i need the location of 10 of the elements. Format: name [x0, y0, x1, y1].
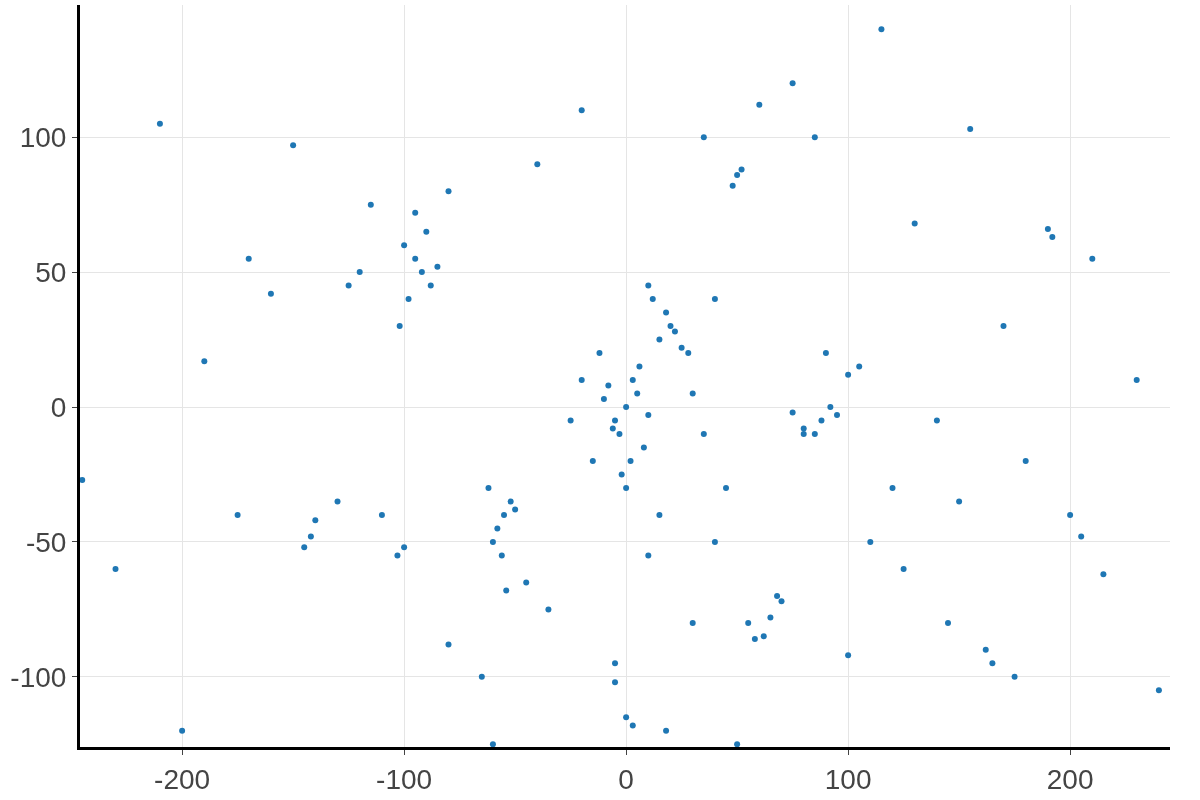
x-tick-label: 200: [1046, 763, 1094, 795]
y-tick-label: 50: [35, 256, 67, 288]
y-tick-label: -50: [25, 526, 67, 558]
x-tick-label: -200: [154, 763, 211, 795]
y-tick-label: -100: [10, 661, 67, 693]
x-tick-label: 0: [618, 763, 634, 795]
x-tick-label: -100: [376, 763, 433, 795]
x-tick-label: 100: [824, 763, 872, 795]
y-tick-label: 100: [19, 122, 67, 154]
y-tick-label: 0: [50, 391, 67, 423]
